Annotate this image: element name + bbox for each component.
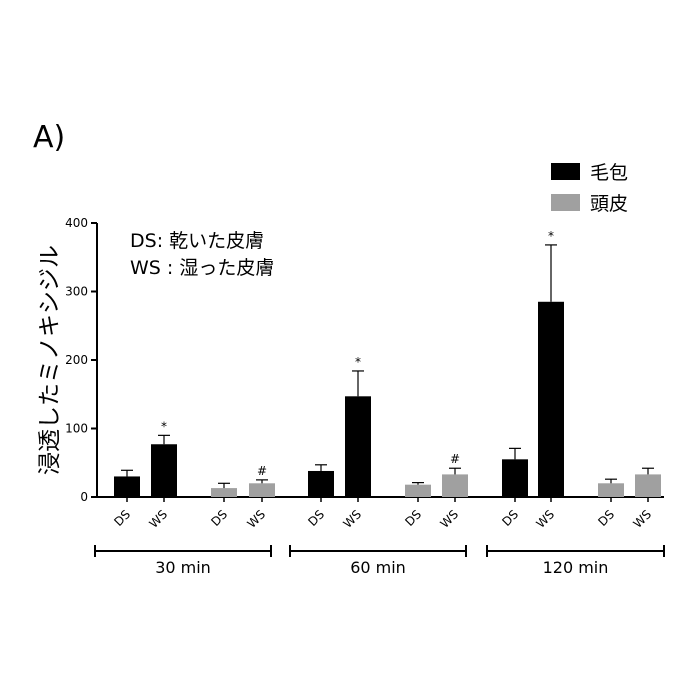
y-tick-label: 400 [65, 216, 88, 230]
x-tick-label: DS [208, 507, 230, 529]
bar [405, 484, 431, 497]
bar [308, 470, 334, 497]
significance-mark: # [450, 452, 460, 466]
bar [345, 396, 371, 497]
x-tick-label: WS [244, 507, 268, 531]
legend-swatch [551, 163, 580, 180]
significance-mark: * [548, 229, 554, 243]
x-tick-label: WS [533, 507, 557, 531]
bar [538, 301, 564, 497]
y-tick-label: 300 [65, 285, 88, 299]
legend-label: 頭皮 [590, 193, 628, 215]
legend-label: 毛包 [590, 162, 628, 184]
x-tick-label: DS [499, 507, 521, 529]
x-tick-label: WS [340, 507, 364, 531]
bar [635, 474, 661, 497]
panel-label: A) [33, 120, 66, 155]
group-label: 120 min [543, 558, 609, 577]
bar [114, 476, 140, 497]
bar [598, 483, 624, 497]
annotation-line: DS: 乾いた皮膚 [130, 230, 264, 252]
bar [151, 444, 177, 497]
x-tick-label: WS [630, 507, 654, 531]
y-tick-label: 100 [65, 422, 88, 436]
x-tick-label: DS [305, 507, 327, 529]
bar [211, 488, 237, 497]
group-label: 60 min [350, 558, 406, 577]
x-tick-label: DS [402, 507, 424, 529]
bar [502, 459, 528, 497]
y-axis-title: 浸透したミノキシジル [37, 245, 63, 475]
bar [249, 483, 275, 497]
x-tick-label: DS [595, 507, 617, 529]
bar [442, 474, 468, 497]
x-tick-label: DS [111, 507, 133, 529]
legend-swatch [551, 194, 580, 211]
x-tick-label: WS [437, 507, 461, 531]
significance-mark: * [355, 355, 361, 369]
y-tick-label: 0 [80, 490, 88, 504]
significance-mark: * [161, 419, 167, 433]
significance-mark: # [257, 464, 267, 478]
y-tick-label: 200 [65, 353, 88, 367]
x-tick-label: WS [146, 507, 170, 531]
group-label: 30 min [155, 558, 211, 577]
annotation-line: WS : 湿った皮膚 [130, 257, 274, 279]
